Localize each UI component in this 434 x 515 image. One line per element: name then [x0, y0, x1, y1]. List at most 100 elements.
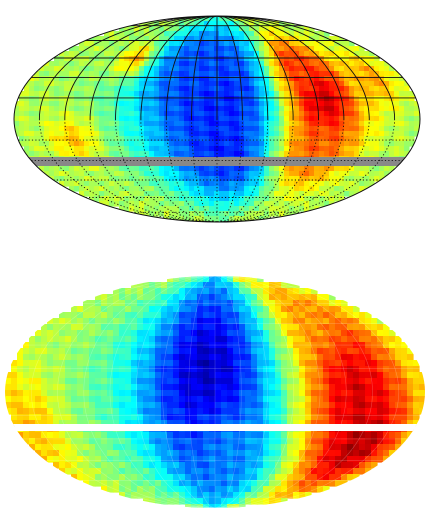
map-pixel — [203, 462, 210, 469]
map-pixel — [29, 384, 36, 391]
map-pixel — [159, 151, 165, 157]
map-pixel — [329, 330, 336, 337]
map-pixel — [221, 396, 228, 403]
map-pixel — [227, 402, 234, 409]
map-pixel — [149, 282, 156, 289]
map-pixel — [143, 480, 150, 487]
map-pixel — [104, 191, 110, 197]
map-pixel — [221, 276, 228, 283]
map-pixel — [365, 318, 372, 325]
map-pixel — [299, 41, 305, 47]
map-pixel — [294, 111, 300, 117]
map-pixel — [317, 378, 324, 385]
map-pixel — [39, 141, 45, 147]
map-pixel — [269, 211, 275, 217]
map-pixel — [215, 504, 222, 508]
map-pixel — [174, 196, 180, 202]
map-pixel — [293, 432, 300, 439]
map-pixel — [329, 191, 335, 197]
map-pixel — [155, 408, 162, 415]
map-pixel — [99, 106, 105, 112]
map-pixel — [245, 300, 252, 307]
map-pixel — [269, 201, 275, 207]
map-pixel — [109, 46, 115, 52]
map-pixel — [399, 121, 405, 127]
map-pixel — [134, 151, 140, 157]
map-pixel — [369, 96, 375, 102]
map-pixel — [329, 324, 336, 331]
map-pixel — [329, 438, 336, 445]
map-pixel — [304, 151, 310, 157]
map-pixel — [71, 342, 78, 349]
map-pixel — [359, 456, 366, 463]
map-pixel — [83, 438, 90, 445]
map-pixel — [299, 312, 306, 319]
map-pixel — [54, 176, 60, 182]
map-pixel — [347, 378, 354, 385]
map-pixel — [259, 121, 265, 127]
map-pixel — [289, 141, 295, 147]
map-pixel — [274, 41, 280, 47]
map-pixel — [144, 166, 150, 172]
map-pixel — [77, 342, 84, 349]
map-pixel — [304, 146, 310, 152]
map-pixel — [369, 81, 375, 87]
map-pixel — [244, 196, 250, 202]
map-pixel — [179, 81, 185, 87]
map-pixel — [199, 56, 205, 62]
map-pixel — [245, 432, 252, 439]
map-pixel — [174, 106, 180, 112]
map-pixel — [199, 201, 205, 207]
map-pixel — [294, 61, 300, 67]
map-pixel — [293, 390, 300, 397]
map-pixel — [251, 324, 258, 331]
map-pixel — [35, 420, 42, 427]
map-pixel — [131, 456, 138, 463]
map-pixel — [59, 101, 65, 107]
map-pixel — [129, 166, 135, 172]
map-pixel — [169, 186, 175, 192]
map-pixel — [131, 378, 138, 385]
map-pixel — [419, 390, 425, 397]
map-pixel — [395, 402, 402, 409]
map-pixel — [311, 306, 318, 313]
map-pixel — [215, 288, 222, 295]
map-pixel — [101, 324, 108, 331]
map-pixel — [95, 384, 102, 391]
map-pixel — [239, 41, 245, 47]
map-pixel — [299, 390, 306, 397]
map-pixel — [95, 378, 102, 385]
map-pixel — [239, 66, 245, 72]
map-pixel — [389, 111, 395, 117]
map-pixel — [155, 354, 162, 361]
map-pixel — [125, 450, 132, 457]
map-pixel — [311, 312, 318, 319]
map-pixel — [309, 191, 315, 197]
map-pixel — [359, 136, 365, 142]
map-pixel — [353, 318, 360, 325]
map-pixel — [167, 318, 174, 325]
map-pixel — [89, 300, 96, 307]
map-pixel — [179, 324, 186, 331]
map-pixel — [379, 96, 385, 102]
map-pixel — [289, 211, 295, 217]
map-pixel — [419, 408, 425, 415]
map-pixel — [314, 136, 320, 142]
map-pixel — [311, 330, 318, 337]
map-pixel — [244, 171, 250, 177]
map-pixel — [39, 81, 45, 87]
map-pixel — [349, 126, 355, 132]
map-pixel — [214, 166, 220, 172]
map-pixel — [65, 402, 72, 409]
map-pixel — [281, 324, 288, 331]
map-pixel — [219, 171, 225, 177]
map-pixel — [239, 36, 245, 42]
map-pixel — [5, 384, 12, 391]
map-pixel — [173, 390, 180, 397]
map-pixel — [339, 181, 345, 187]
map-pixel — [69, 136, 75, 142]
map-pixel — [334, 121, 340, 127]
map-pixel — [59, 136, 65, 142]
map-pixel — [199, 126, 205, 132]
map-pixel — [371, 456, 378, 463]
